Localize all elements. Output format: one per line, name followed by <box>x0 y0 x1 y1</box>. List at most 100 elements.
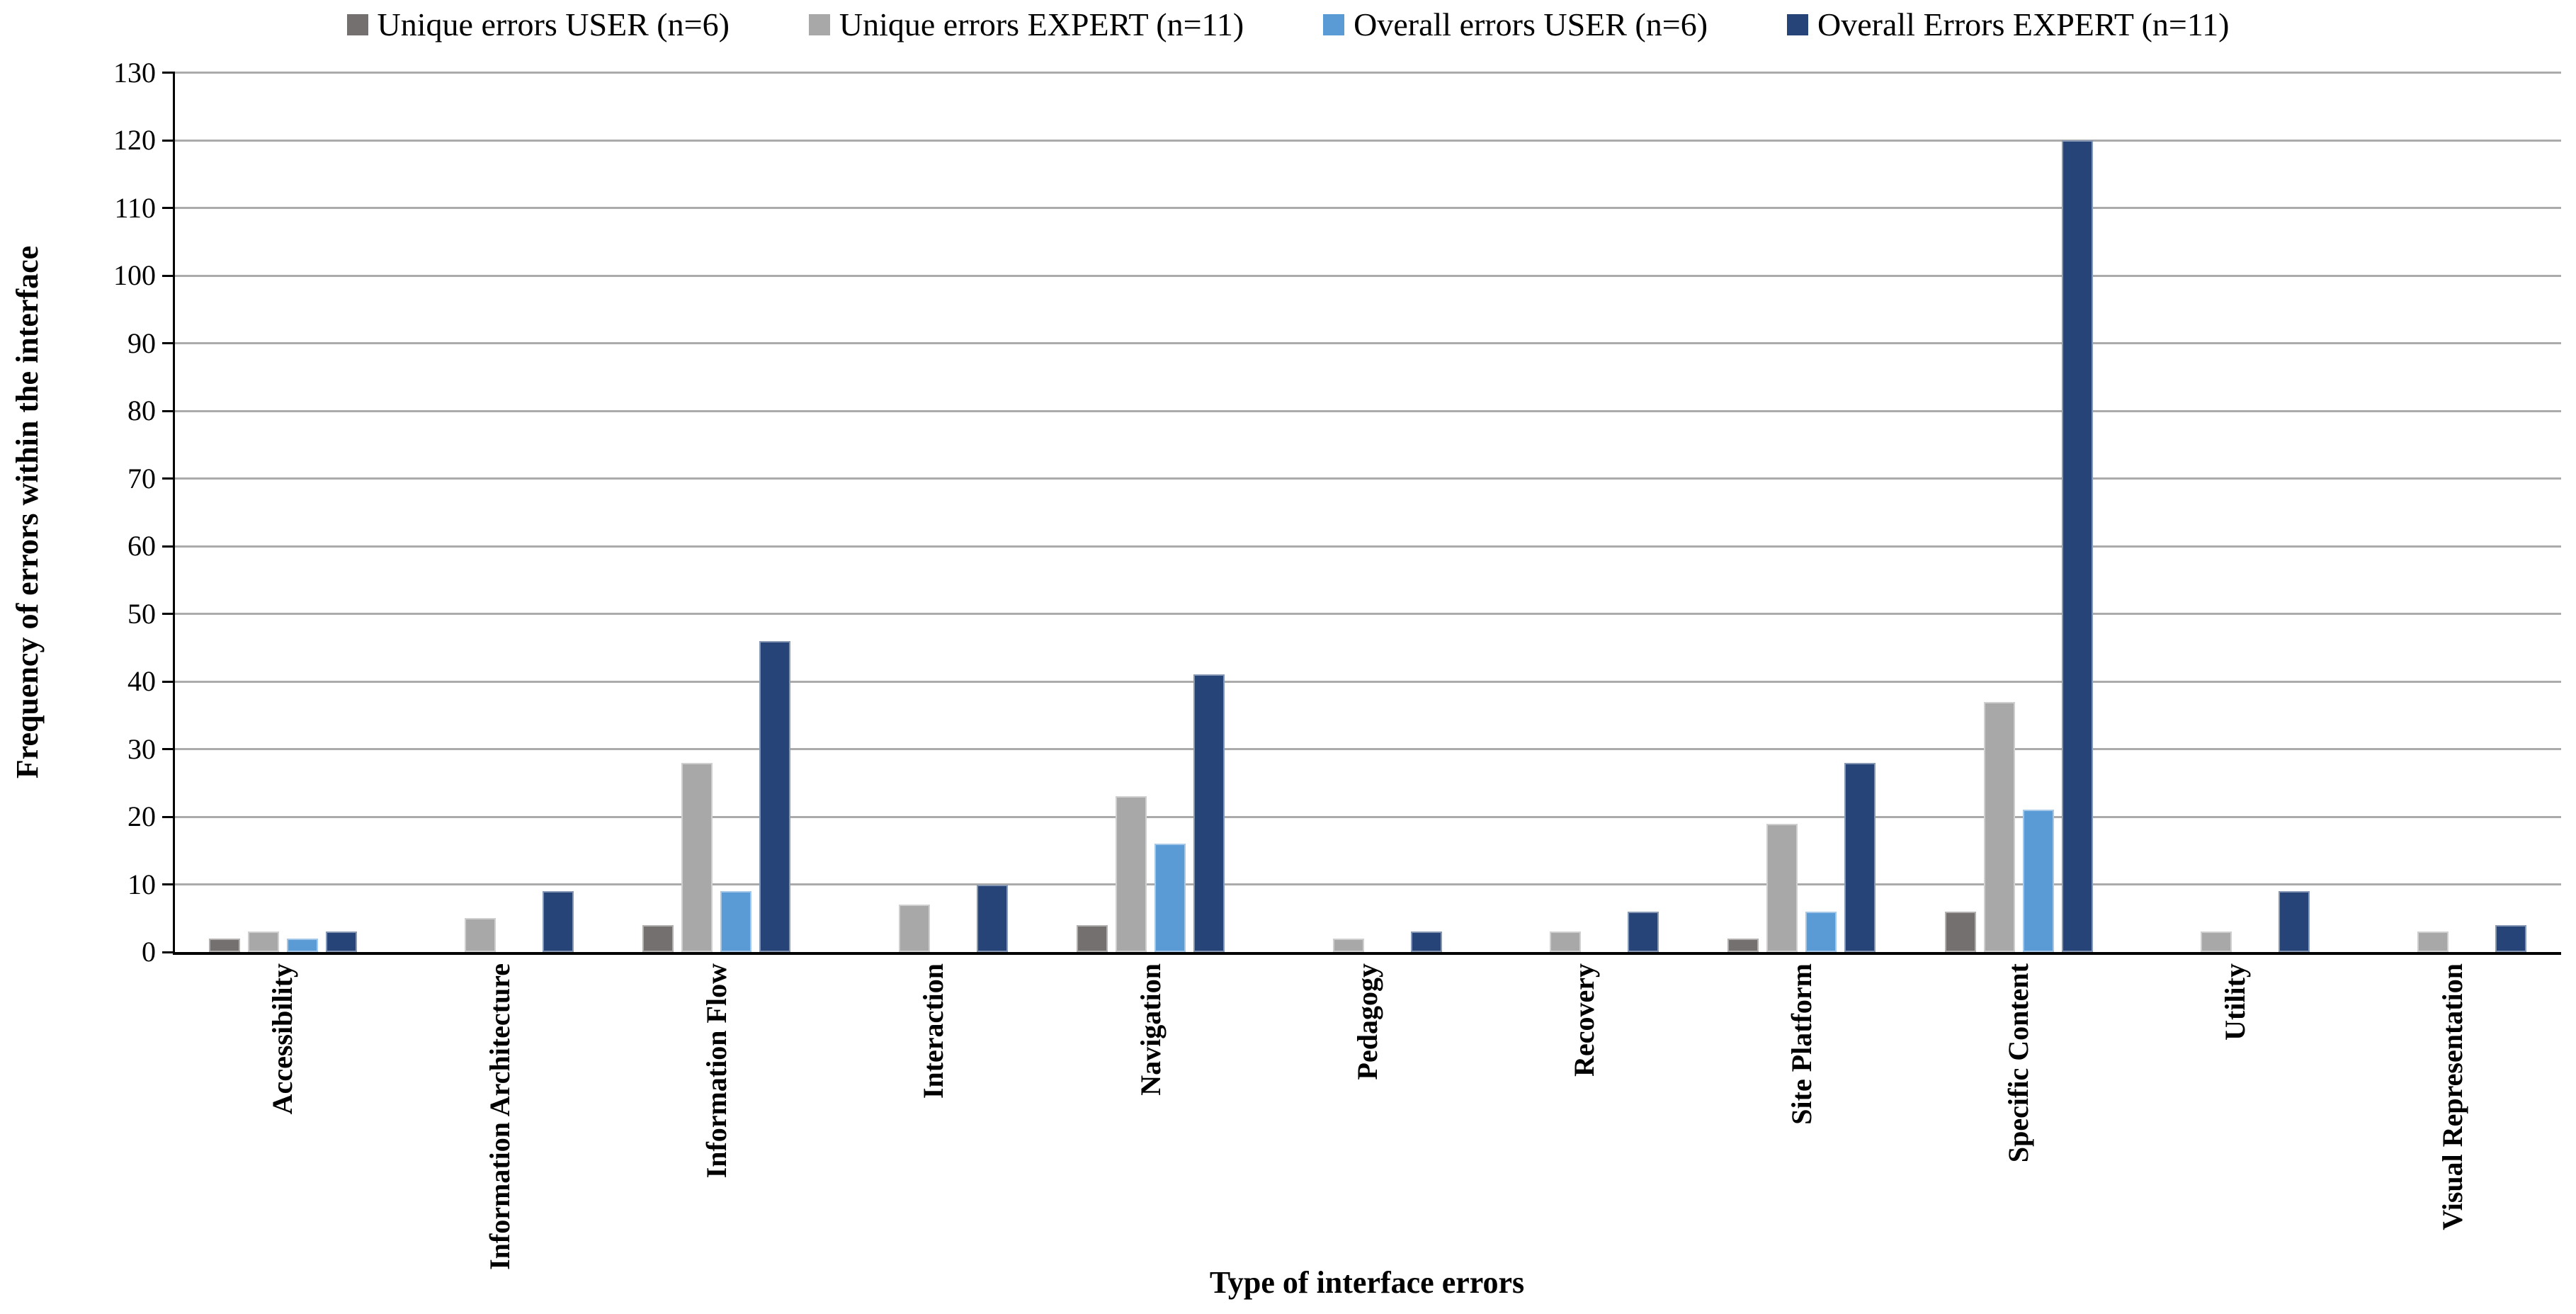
bar-site-platform-s4 <box>1844 762 1876 952</box>
y-tick-mark-130 <box>162 72 173 74</box>
gridline-120 <box>174 139 2561 142</box>
legend-label: Overall errors USER (n=6) <box>1354 6 1708 43</box>
bar-navigation-s1 <box>1077 924 1108 952</box>
bar-specific-content-s2 <box>1983 701 2015 952</box>
y-tick-label-10: 10 <box>127 868 156 900</box>
bar-site-platform-s3 <box>1805 911 1837 952</box>
gridline-100 <box>174 274 2561 277</box>
bar-navigation-s3 <box>1154 844 1186 952</box>
y-tick-mark-30 <box>162 748 173 750</box>
x-category-label-11: Visual Representation <box>2436 963 2468 1230</box>
x-category-label-5: Navigation <box>1134 963 1167 1096</box>
y-tick-mark-40 <box>162 680 173 683</box>
y-tick-label-20: 20 <box>127 800 156 832</box>
x-category-label-3: Information Flow <box>700 963 732 1179</box>
y-tick-label-90: 90 <box>127 327 156 359</box>
y-tick-mark-0 <box>162 951 173 953</box>
gridline-20 <box>174 815 2561 818</box>
y-tick-label-40: 40 <box>127 665 156 697</box>
y-tick-mark-120 <box>162 139 173 142</box>
gridline-40 <box>174 680 2561 683</box>
bar-specific-content-s3 <box>2022 810 2054 952</box>
x-category-label-1: Accessibility <box>266 963 299 1115</box>
y-tick-label-60: 60 <box>127 530 156 562</box>
y-tick-mark-70 <box>162 477 173 480</box>
y-axis-title: Frequency of errors within the interface <box>10 245 45 779</box>
y-tick-label-0: 0 <box>142 936 156 968</box>
gridline-30 <box>174 748 2561 750</box>
bar-utility-s2 <box>2200 931 2232 952</box>
y-tick-label-120: 120 <box>113 124 156 156</box>
y-tick-mark-60 <box>162 545 173 548</box>
legend-swatch-icon <box>1787 14 1809 35</box>
x-category-label-2: Information Architecture <box>483 963 516 1270</box>
legend-label: Unique errors EXPERT (n=11) <box>839 6 1244 43</box>
bar-information-flow-s4 <box>759 640 791 952</box>
bar-interaction-s2 <box>898 905 930 952</box>
y-tick-label-50: 50 <box>127 597 156 630</box>
bar-accessibility-s1 <box>208 938 240 952</box>
gridline-70 <box>174 477 2561 480</box>
x-axis-title: Type of interface errors <box>1209 1265 1525 1300</box>
bar-recovery-s4 <box>1627 911 1659 952</box>
bar-pedagogy-s4 <box>1410 931 1442 952</box>
bar-specific-content-s1 <box>1944 911 1976 952</box>
y-axis-line <box>173 72 175 955</box>
y-tick-mark-100 <box>162 274 173 277</box>
y-tick-mark-110 <box>162 207 173 209</box>
legend-label: Unique errors USER (n=6) <box>377 6 730 43</box>
bar-site-platform-s2 <box>1766 823 1798 952</box>
bar-recovery-s2 <box>1549 931 1581 952</box>
x-category-label-9: Specific Content <box>2002 963 2035 1163</box>
y-tick-mark-80 <box>162 409 173 412</box>
bar-site-platform-s1 <box>1727 938 1759 952</box>
legend-swatch-icon <box>346 14 368 35</box>
y-tick-label-80: 80 <box>127 395 156 426</box>
y-tick-label-100: 100 <box>113 259 156 291</box>
y-tick-label-130: 130 <box>113 56 156 89</box>
gridline-110 <box>174 207 2561 209</box>
gridline-130 <box>174 72 2561 74</box>
bar-information-flow-s3 <box>720 891 752 952</box>
legend-item-series-1: Unique errors USER (n=6) <box>346 4 730 45</box>
y-tick-mark-20 <box>162 815 173 818</box>
bar-pedagogy-s2 <box>1332 938 1364 952</box>
x-category-label-4: Interaction <box>917 963 950 1099</box>
gridline-10 <box>174 883 2561 885</box>
bar-navigation-s2 <box>1116 796 1147 952</box>
bar-information-architecture-s4 <box>543 891 574 952</box>
bar-visual-representation-s2 <box>2417 931 2449 952</box>
x-axis-line <box>173 952 2561 955</box>
gridline-90 <box>174 342 2561 344</box>
bar-utility-s4 <box>2278 891 2310 952</box>
chart-legend: Unique errors USER (n=6) Unique errors EX… <box>0 4 2576 45</box>
legend-item-series-4: Overall Errors EXPERT (n=11) <box>1787 4 2229 45</box>
bar-specific-content-s4 <box>2061 140 2093 952</box>
gridline-80 <box>174 409 2561 412</box>
y-tick-label-110: 110 <box>114 191 156 224</box>
bar-navigation-s4 <box>1193 674 1225 952</box>
bar-information-flow-s1 <box>642 924 674 952</box>
x-category-label-8: Site Platform <box>1785 963 1817 1125</box>
bar-information-architecture-s2 <box>465 918 497 952</box>
legend-item-series-3: Overall errors USER (n=6) <box>1323 4 1708 45</box>
gridline-50 <box>174 613 2561 615</box>
x-category-label-7: Recovery <box>1568 963 1601 1077</box>
y-tick-mark-90 <box>162 342 173 344</box>
x-category-label-10: Utility <box>2219 963 2252 1041</box>
legend-swatch-icon <box>808 14 830 35</box>
bar-accessibility-s4 <box>325 931 357 952</box>
bar-accessibility-s3 <box>286 938 318 952</box>
bar-visual-representation-s4 <box>2495 924 2527 952</box>
bar-interaction-s4 <box>976 884 1008 952</box>
bar-information-flow-s2 <box>681 762 713 952</box>
y-tick-mark-10 <box>162 883 173 885</box>
y-tick-mark-50 <box>162 613 173 615</box>
legend-item-series-2: Unique errors EXPERT (n=11) <box>808 4 1244 45</box>
y-tick-label-30: 30 <box>127 732 156 765</box>
legend-label: Overall Errors EXPERT (n=11) <box>1817 6 2230 43</box>
x-category-label-6: Pedagogy <box>1351 963 1383 1080</box>
y-tick-label-70: 70 <box>127 462 156 494</box>
legend-swatch-icon <box>1323 14 1345 35</box>
